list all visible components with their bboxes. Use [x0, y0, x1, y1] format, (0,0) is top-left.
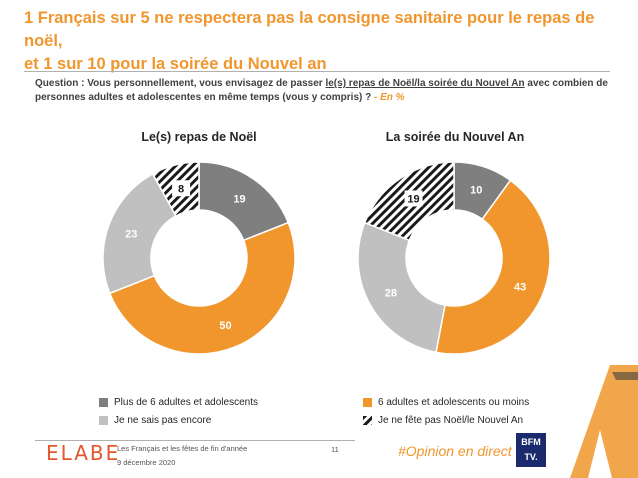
slice-nouvel-an-2 [357, 221, 446, 354]
legend-item-no-celebrate: Je ne fête pas Noël/le Nouvel An [363, 415, 523, 426]
hashtag: #Opinion en direct [398, 443, 512, 459]
title-line-1: 1 Français sur 5 ne respectera pas la co… [24, 9, 595, 50]
legend-item-plus6: Plus de 6 adultes et adolescents [99, 397, 258, 408]
bfm-tv-logo: BFM TV. [516, 433, 546, 467]
title-divider [24, 71, 610, 72]
question-unit: - En % [371, 92, 405, 103]
question-prefix: Question : Vous personnellement, vous en… [35, 78, 326, 89]
slice-noel-0 [198, 161, 290, 242]
title-line-2: et 1 sur 10 pour la soirée du Nouvel an [24, 55, 327, 73]
value-label-noel-0: 19 [233, 193, 245, 205]
question-suffix: avec combien de personnes adultes et ado… [35, 78, 608, 103]
legend-item-six-or-less: 6 adultes et adolescents ou moins [363, 397, 529, 408]
bfm-logo-line1: BFM [521, 437, 541, 447]
legend-swatch-plus6 [99, 398, 108, 407]
legend-label-no-celebrate: Je ne fête pas Noël/le Nouvel An [378, 415, 524, 426]
value-label-noel-2: 23 [125, 229, 137, 241]
value-label-noel-1: 50 [219, 320, 231, 332]
footer-date: 9 décembre 2020 [117, 458, 176, 467]
chart-title-nouvel-an: La soirée du Nouvel An [385, 130, 525, 144]
page-title: 1 Français sur 5 ne respectera pas la co… [24, 7, 604, 76]
footer-divider [35, 440, 355, 441]
legend-swatch-unsure [99, 416, 108, 425]
legend-label-unsure: Je ne sais pas encore [114, 415, 212, 426]
footer-study: Les Français et les fêtes de fin d'année… [117, 442, 247, 470]
chart-title-noel: Le(s) repas de Noël [141, 130, 257, 144]
value-label-nouvel-an-0: 10 [470, 185, 482, 197]
page-number: 11 [331, 445, 339, 454]
footer-study-title: Les Français et les fêtes de fin d'année [117, 444, 248, 453]
slice-nouvel-an-1 [435, 179, 551, 355]
question-text: Question : Vous personnellement, vous en… [35, 77, 615, 105]
value-label-nouvel-an-2: 28 [385, 288, 397, 300]
label-bg-noel-3 [172, 180, 191, 197]
label-bg-nouvel-an-3 [404, 190, 423, 207]
question-underlined: le(s) repas de Noël/la soirée du Nouvel … [325, 78, 525, 89]
legend-swatch-six-or-less [363, 398, 372, 407]
bfm-logo-line2: TV. [524, 452, 538, 462]
value-label-nouvel-an-1: 43 [514, 282, 526, 294]
legend-label-six-or-less: 6 adultes et adolescents ou moins [378, 397, 530, 408]
legend-swatch-no-celebrate [363, 416, 372, 425]
slice-noel-1 [108, 221, 296, 355]
legend-item-unsure: Je ne sais pas encore [99, 415, 211, 426]
legend-label-plus6: Plus de 6 adultes et adolescents [114, 397, 258, 408]
value-label-noel-3: 8 [178, 183, 184, 195]
value-label-nouvel-an-3: 19 [407, 193, 419, 205]
elabe-logo: ELABE [46, 441, 121, 465]
